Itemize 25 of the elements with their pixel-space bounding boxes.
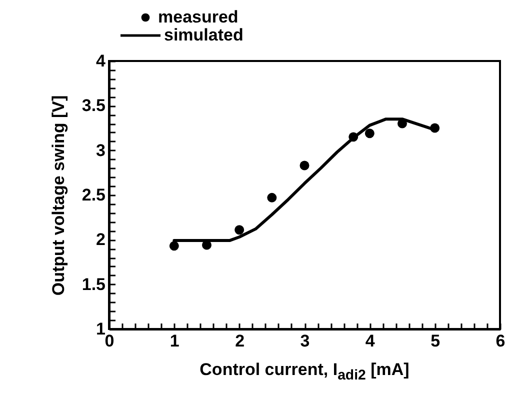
y-tick-label: 4 <box>96 52 106 70</box>
x-tick-label: 5 <box>430 332 440 350</box>
x-tick-label: 0 <box>104 332 114 350</box>
y-tick-label: 2.5 <box>82 186 106 204</box>
x-tick-label: 1 <box>170 332 180 350</box>
y-tick-label: 3 <box>96 140 106 160</box>
y-tick-label: 2 <box>96 230 106 250</box>
x-tick-label: 3 <box>300 332 310 350</box>
y-tick-label: 1.5 <box>82 274 106 294</box>
x-tick-label: 6 <box>496 332 506 350</box>
legend-label: simulated <box>164 26 244 44</box>
x-tick-label: 2 <box>235 332 245 350</box>
y-axis-title: Output voltage swing [V] <box>48 95 68 296</box>
point <box>267 192 277 202</box>
point <box>348 132 358 142</box>
point <box>234 225 244 235</box>
point <box>300 160 310 170</box>
y-tick-label: 3.5 <box>82 96 106 116</box>
y-tick-label: 1 <box>96 320 106 338</box>
point <box>430 123 440 133</box>
point <box>364 128 374 138</box>
x-tick-label: 4 <box>365 332 376 350</box>
legend-label: measured <box>158 8 238 26</box>
x-axis-title: Control current, I$_{adi2}$ [mA] <box>198 360 410 384</box>
point <box>169 241 179 251</box>
